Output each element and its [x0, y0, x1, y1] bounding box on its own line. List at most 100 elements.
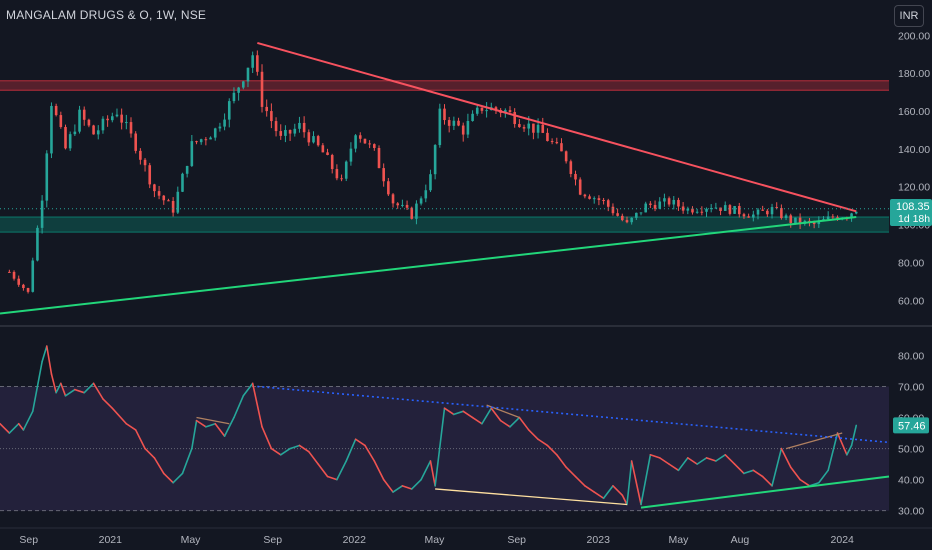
rsi-segment — [789, 466, 801, 481]
rsi-axis-tick: 40.00 — [898, 475, 924, 487]
rsi-segment — [846, 444, 853, 456]
candle-body — [812, 222, 816, 225]
candle-body — [354, 135, 357, 149]
rsi-segment — [317, 463, 329, 478]
candle-body — [616, 213, 619, 216]
candle-body — [532, 123, 535, 133]
candle-body — [218, 126, 222, 129]
candle-body — [723, 205, 727, 211]
rsi-falling-dotted — [257, 385, 890, 444]
candle-body — [761, 209, 764, 211]
rsi-segment — [261, 426, 273, 450]
currency-button[interactable]: INR — [894, 5, 924, 27]
candle-body — [139, 150, 142, 160]
candle-body — [756, 209, 760, 215]
rsi-segment — [640, 453, 652, 506]
candle-body — [17, 278, 21, 285]
rsi-segment — [429, 460, 436, 487]
rsi-segment — [546, 444, 558, 456]
rsi-segment — [308, 450, 319, 465]
rsi-line — [0, 345, 858, 506]
candle-body — [564, 151, 568, 162]
rsi-segment — [621, 494, 628, 506]
rsi-segment — [434, 407, 446, 487]
candle-body — [270, 111, 273, 122]
chart-title: MANGALAM DRUGS & O, 1W, NSE — [6, 8, 207, 22]
rsi-segment — [593, 491, 605, 500]
candle-body — [770, 207, 774, 215]
candle-body — [349, 148, 353, 162]
rsi-segment — [410, 478, 422, 490]
candle-body — [789, 215, 793, 223]
candle-body — [387, 181, 390, 195]
candle-body — [513, 112, 516, 125]
candle-body — [677, 199, 680, 207]
candle-body — [316, 136, 320, 146]
rsi-segment — [279, 447, 291, 456]
candle-body — [260, 71, 264, 107]
rsi-segment — [630, 460, 642, 506]
candle-body — [681, 206, 685, 211]
candle-body — [541, 124, 545, 133]
price-axis-tick: 160.00 — [898, 106, 930, 118]
candle-body — [373, 144, 376, 148]
candle-body — [588, 196, 591, 199]
rsi-segment — [612, 485, 624, 496]
candle-body — [854, 211, 858, 214]
rsi-segment — [162, 472, 174, 484]
rsi-segment — [373, 460, 385, 481]
candle-body — [312, 136, 315, 143]
rsi-segment — [392, 485, 404, 493]
candle-body — [461, 125, 465, 135]
candle-body — [120, 114, 123, 123]
candle-body — [569, 161, 573, 174]
candle-body — [8, 271, 11, 273]
ascending-support-line — [0, 216, 857, 315]
rsi-segment — [827, 432, 839, 472]
time-axis-tick: 2021 — [99, 534, 123, 546]
candle-body — [176, 191, 180, 213]
candle-body — [691, 208, 694, 213]
candle-body — [59, 115, 63, 127]
candle-body — [578, 179, 582, 195]
candles — [8, 50, 858, 294]
candle-body — [195, 141, 198, 143]
candle-body — [443, 108, 446, 121]
time-axis-tick: Sep — [263, 534, 282, 546]
rsi-segment — [771, 447, 783, 487]
candle-body — [298, 122, 301, 129]
rsi-segment — [74, 388, 86, 394]
rsi-segment — [850, 424, 858, 447]
candle-body — [780, 208, 783, 219]
rsi-segment — [509, 416, 521, 428]
rsi-segment — [153, 457, 165, 475]
candle-body — [101, 118, 105, 131]
rsi-segment — [780, 447, 792, 469]
rsi-segment — [574, 475, 586, 487]
rsi-badge-value: 57.46 — [898, 420, 926, 432]
price-axis-tick: 180.00 — [898, 68, 930, 80]
candle-body — [625, 220, 629, 223]
rsi-segment — [326, 475, 338, 481]
rsi-segment — [92, 382, 104, 400]
rsi-segment — [31, 385, 39, 413]
rsi-segment — [223, 416, 235, 437]
candle-body — [340, 178, 343, 180]
candle-body — [550, 141, 554, 143]
candle-body — [363, 138, 367, 144]
candle-body — [106, 118, 109, 121]
rsi-segment — [50, 373, 57, 394]
rsi-segment — [205, 422, 217, 428]
candle-body — [26, 288, 30, 292]
candle-body — [237, 87, 240, 93]
rsi-segment — [743, 469, 755, 475]
rsi-segment — [490, 407, 502, 422]
candle-body — [433, 145, 437, 175]
price-axis-tick: 140.00 — [898, 144, 930, 156]
candle-body — [22, 284, 25, 289]
candle-body — [714, 207, 718, 209]
candle-body — [452, 120, 456, 126]
rsi-segment — [471, 416, 483, 425]
candle-body — [204, 139, 208, 141]
